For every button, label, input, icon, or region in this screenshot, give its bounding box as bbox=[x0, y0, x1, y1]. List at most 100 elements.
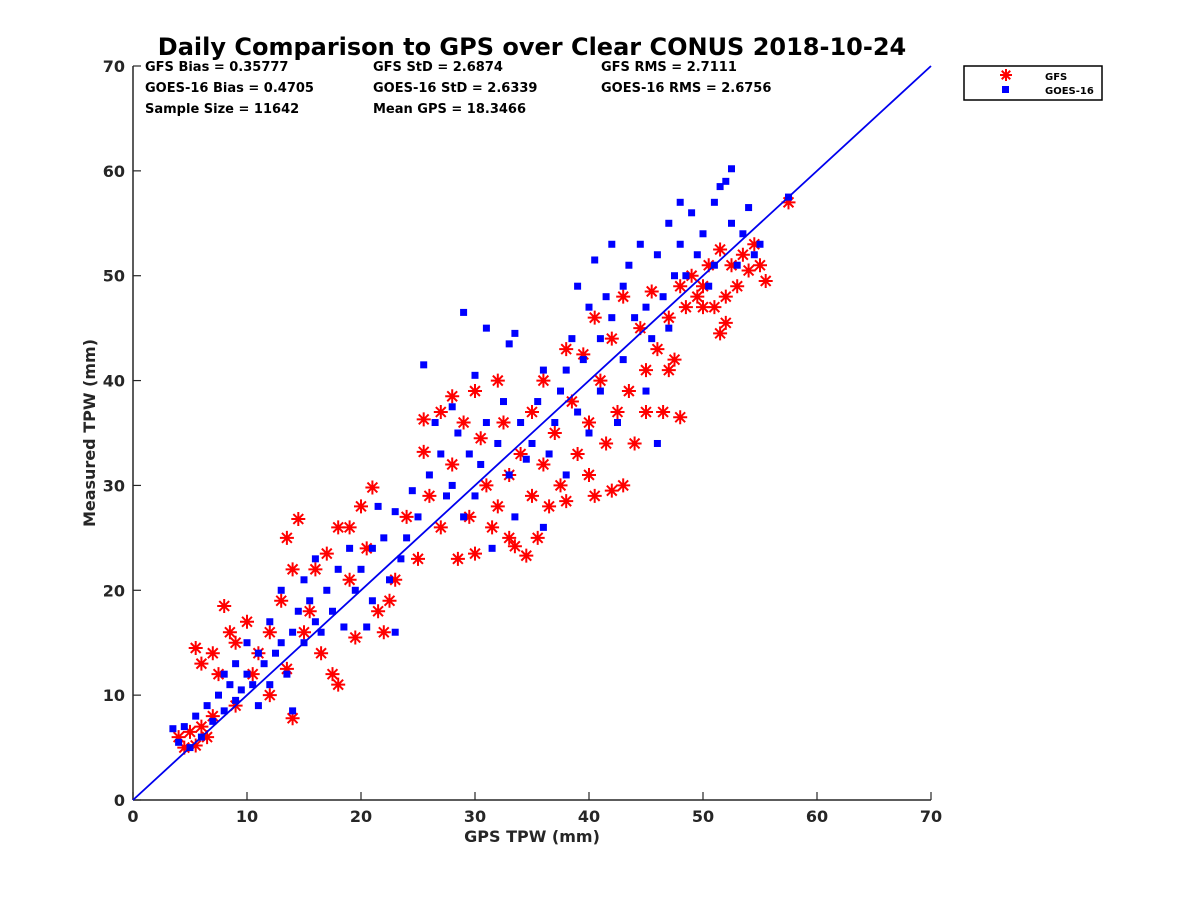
goes-16-point bbox=[608, 314, 616, 322]
goes-16-point bbox=[363, 623, 371, 631]
goes-16-point bbox=[539, 366, 547, 374]
series-goes-16 bbox=[169, 165, 792, 752]
goes-16-point bbox=[323, 586, 331, 594]
goes-16-point bbox=[311, 618, 319, 626]
goes-16-point bbox=[465, 450, 473, 458]
gfs-point bbox=[274, 593, 289, 608]
gfs-point bbox=[183, 724, 197, 739]
stat-gfs-std: GFS StD = 2.6874 bbox=[373, 60, 503, 75]
gfs-point bbox=[525, 488, 539, 503]
gfs-point bbox=[450, 551, 465, 566]
goes-16-point bbox=[374, 502, 382, 510]
goes-16-point bbox=[260, 660, 268, 668]
goes-16-point bbox=[648, 335, 656, 343]
goes-16-point bbox=[511, 329, 519, 337]
gfs-point bbox=[604, 483, 619, 498]
gfs-point bbox=[582, 467, 596, 482]
goes-16-point bbox=[602, 293, 610, 301]
gfs-point bbox=[188, 640, 203, 655]
goes-16-point bbox=[676, 198, 684, 206]
goes-16-point bbox=[266, 681, 274, 689]
goes-16-point bbox=[471, 492, 479, 500]
goes-16-point bbox=[351, 586, 359, 594]
goes-16-point bbox=[636, 240, 644, 248]
goes-16-point bbox=[596, 387, 604, 395]
goes-16-point bbox=[528, 439, 536, 447]
goes-16-point bbox=[619, 282, 627, 290]
gfs-point bbox=[758, 273, 773, 288]
gfs-point bbox=[240, 614, 254, 629]
goes-16-point bbox=[545, 450, 553, 458]
gfs-point bbox=[621, 384, 636, 399]
goes-16-point bbox=[625, 261, 633, 269]
gfs-point bbox=[564, 394, 579, 409]
gfs-point bbox=[171, 730, 186, 745]
gfs-point bbox=[707, 300, 722, 315]
goes-16-point bbox=[289, 628, 297, 636]
x-tick-label: 50 bbox=[692, 807, 714, 826]
gfs-point bbox=[205, 646, 220, 661]
gfs-point bbox=[730, 279, 745, 294]
gfs-point bbox=[673, 410, 688, 425]
x-tick-label: 0 bbox=[127, 807, 138, 826]
gfs-point bbox=[542, 499, 557, 514]
gfs-point bbox=[445, 457, 460, 472]
goes-16-point bbox=[226, 681, 234, 689]
gfs-point bbox=[718, 315, 733, 330]
goes-16-point bbox=[665, 324, 673, 332]
gfs-point bbox=[399, 509, 414, 524]
x-tick-label: 40 bbox=[578, 807, 600, 826]
gfs-point bbox=[194, 656, 209, 671]
legend-marker-gfs bbox=[1000, 69, 1012, 81]
goes-16-point bbox=[329, 607, 336, 615]
gfs-point bbox=[599, 436, 614, 451]
goes-16-point bbox=[220, 670, 228, 678]
goes-16-point bbox=[688, 209, 696, 217]
gfs-point bbox=[490, 373, 505, 388]
goes-16-point bbox=[482, 419, 490, 427]
goes-16-point bbox=[596, 335, 604, 343]
gfs-point bbox=[587, 488, 602, 503]
goes-16-point bbox=[340, 623, 348, 631]
gfs-point bbox=[667, 352, 682, 367]
goes-16-point bbox=[414, 513, 422, 521]
goes-16-point bbox=[517, 419, 525, 427]
goes-16-point bbox=[505, 471, 513, 479]
goes-16-point bbox=[368, 597, 376, 605]
goes-16-point bbox=[254, 649, 262, 657]
gfs-point bbox=[382, 593, 397, 608]
goes-16-point bbox=[294, 607, 302, 615]
gfs-point bbox=[433, 405, 448, 420]
gfs-point bbox=[468, 546, 482, 561]
goes-16-point bbox=[448, 481, 456, 489]
goes-16-point bbox=[306, 597, 314, 605]
goes-16-point bbox=[249, 681, 257, 689]
goes-16-point bbox=[631, 314, 639, 322]
goes-16-point bbox=[334, 565, 342, 573]
goes-16-point bbox=[756, 240, 764, 248]
gfs-point bbox=[696, 300, 710, 315]
gfs-point bbox=[342, 520, 357, 535]
gfs-point bbox=[228, 635, 243, 650]
goes-16-point bbox=[311, 555, 319, 563]
gfs-point bbox=[354, 499, 368, 514]
gfs-point bbox=[644, 284, 659, 299]
gfs-point bbox=[741, 263, 756, 278]
gfs-point bbox=[701, 258, 716, 273]
x-tick-label: 60 bbox=[806, 807, 828, 826]
gfs-point bbox=[525, 405, 539, 420]
gfs-point bbox=[781, 195, 796, 210]
goes-16-point bbox=[642, 303, 650, 311]
goes-16-point bbox=[425, 471, 433, 479]
gfs-point bbox=[502, 530, 517, 545]
legend: GFS GOES-16 bbox=[963, 65, 1103, 101]
goes-16-point bbox=[671, 272, 678, 280]
goes-16-point bbox=[579, 356, 587, 364]
gfs-point bbox=[650, 342, 665, 357]
goes-16-point bbox=[705, 282, 713, 290]
x-tick-label: 10 bbox=[236, 807, 258, 826]
goes-16-point bbox=[557, 387, 564, 395]
goes-16-point bbox=[237, 686, 245, 694]
goes-16-point bbox=[357, 565, 365, 573]
gfs-point bbox=[348, 630, 363, 645]
